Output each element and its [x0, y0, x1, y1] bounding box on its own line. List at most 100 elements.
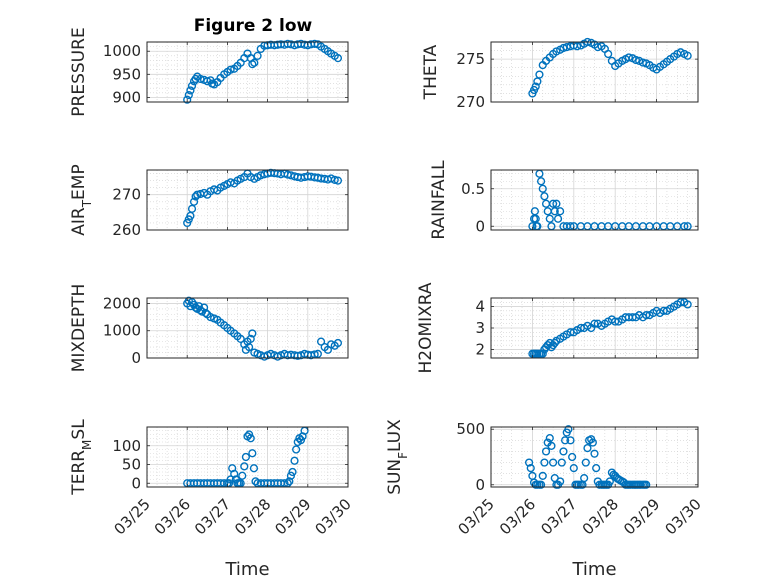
terrmsl-data-point: [230, 469, 239, 478]
pressure-data-point: [253, 51, 262, 60]
rainfall-data-point: [531, 214, 540, 223]
panel-theta: 270 275 THETA: [421, 37, 699, 111]
terrmsl-data-point: [288, 467, 297, 477]
sunflux-data-point: [590, 449, 599, 458]
rainfall-y-tick-label: 0.5: [461, 180, 485, 198]
terrmsl-x-tick-label: 03/27: [191, 495, 234, 538]
terrmsl-data-point: [296, 436, 306, 445]
pressure-data-point: [196, 74, 205, 84]
theta-data-point: [573, 42, 582, 51]
mixdepth-data-point: [333, 338, 343, 348]
sunflux-x-tick-label: 03/25: [455, 495, 498, 538]
theta-axes-box: [490, 41, 699, 103]
terrmsl-data-point: [241, 452, 250, 462]
h2omixra-data-point: [550, 338, 559, 348]
sunflux-data-point: [556, 477, 565, 486]
pressure-data-point: [310, 39, 319, 48]
terrmsl-x-tick-label: 03/28: [231, 495, 274, 538]
sunflux-y-axis-label: SUNFLUX: [385, 419, 410, 495]
sunflux-data-point: [540, 458, 549, 467]
sunflux-y-tick-label: 500: [456, 420, 485, 438]
sunflux-x-tick-label: 03/28: [579, 495, 622, 538]
rainfall-data-point: [545, 214, 554, 223]
sunflux-data-point: [605, 477, 614, 486]
rainfall-y-tick-label: 0: [475, 217, 485, 235]
rainfall-data-point: [548, 199, 558, 208]
sunflux-data-point: [561, 436, 570, 445]
sunflux-data-point: [545, 434, 554, 443]
sunflux-y-tick-label: 0: [475, 476, 485, 494]
airtemp-y-tick-label: 260: [112, 221, 141, 239]
sunflux-data-point: [559, 447, 568, 456]
sunflux-data-point: [557, 458, 566, 467]
terrmsl-data-point: [245, 430, 254, 439]
h2omixra-data-point: [683, 300, 692, 309]
terrmsl-y-tick-label: 50: [122, 456, 141, 474]
sunflux-data-point: [524, 458, 534, 467]
pressure-y-axis-label: PRESSURE: [69, 27, 89, 116]
h2omixra-y-axis-label: H2OMIXRA: [416, 282, 436, 373]
mixdepth-data-point: [248, 329, 257, 338]
terrmsl-data-point: [251, 477, 260, 486]
sunflux-data-point: [526, 464, 535, 473]
terrmsl-x-tick-label: 03/25: [111, 495, 154, 538]
sunflux-data-point: [581, 458, 590, 467]
h2omixra-y-tick-label: 4: [475, 298, 485, 316]
mixdepth-data-point: [236, 334, 245, 344]
theta-data-point: [624, 53, 633, 62]
rainfall-data-point: [552, 199, 561, 208]
sunflux-data-point: [541, 447, 551, 456]
airtemp-data-point: [187, 204, 197, 213]
theta-data-point: [683, 51, 692, 60]
terrmsl-data-point: [292, 445, 301, 454]
panel-rainfall: 0 0.5 RAINFALL: [429, 160, 699, 240]
pressure-data-point: [183, 95, 192, 104]
mixdepth-data-point: [316, 337, 326, 346]
theta-data-point: [531, 82, 540, 91]
pressure-data-point: [226, 65, 235, 74]
terrmsl-y-axis-label: TERRMSL: [69, 419, 94, 496]
airtemp-y-tick-label: 270: [112, 186, 141, 204]
theta-y-tick-label: 270: [456, 93, 485, 111]
terrmsl-data-point: [240, 462, 249, 471]
mixdepth-data-point: [199, 303, 209, 312]
terrmsl-data-point: [249, 464, 259, 473]
terrmsl-data-point: [290, 456, 299, 465]
panel-airtemp: 260 270 AIRTEMP: [69, 164, 349, 239]
terrmsl-y-tick-label: 100: [112, 437, 141, 455]
pressure-y-tick-label: 950: [112, 65, 141, 83]
terrmsl-data-point: [226, 475, 235, 484]
terrmsl-data-point: [238, 471, 247, 480]
h2omixra-data-point: [676, 298, 685, 307]
rainfall-data-point: [538, 184, 547, 193]
pressure-y-tick-label: 1000: [103, 42, 141, 60]
sunflux-data-point: [566, 436, 575, 445]
rainfall-data-point: [540, 192, 549, 201]
sunflux-x-tick-label: 03/27: [537, 495, 580, 538]
sunflux-data-point: [564, 425, 573, 434]
terrmsl-x-tick-label: 03/29: [271, 495, 314, 538]
rainfall-data-point: [553, 214, 563, 223]
theta-y-tick-label: 275: [456, 50, 485, 68]
airtemp-data-point: [330, 175, 339, 184]
mixdepth-data-point: [201, 308, 210, 318]
sunflux-data-point: [547, 441, 556, 450]
rainfall-data-point: [530, 207, 539, 216]
pressure-data-point: [187, 81, 197, 90]
panel-mixdepth: 0 1000 2000 MIXDEPTH: [69, 284, 349, 372]
terrmsl-x-axis-label: Time: [224, 559, 269, 580]
sunflux-x-tick-label: 03/29: [620, 495, 663, 538]
pressure-y-tick-label: 900: [112, 88, 141, 106]
sunflux-x-tick-label: 03/26: [496, 495, 539, 538]
airtemp-data-point: [333, 176, 343, 185]
airtemp-axes-box: [146, 169, 349, 231]
panel-h2omixra: 2 3 4 H2OMIXRA: [416, 282, 699, 374]
airtemp-y-axis-label: AIRTEMP: [69, 164, 94, 235]
terrmsl-x-tick-label: 03/26: [151, 495, 194, 538]
mixdepth-data-point: [246, 334, 255, 344]
mixdepth-data-point: [313, 349, 322, 359]
h2omixra-y-tick-label: 3: [475, 319, 485, 337]
